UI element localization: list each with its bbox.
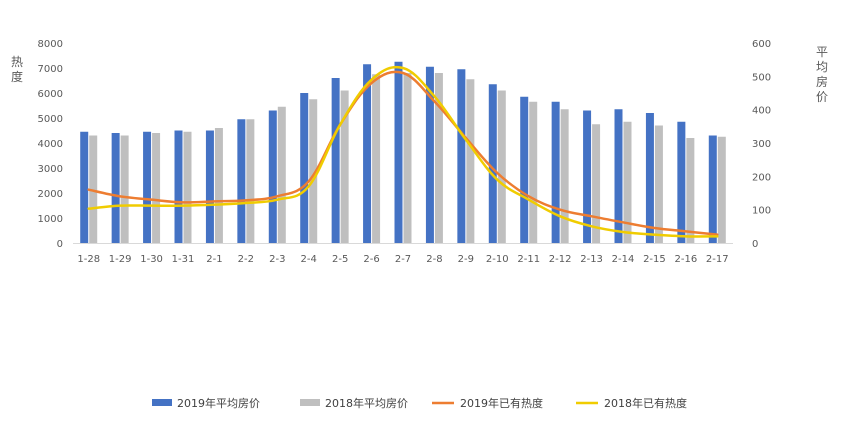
bar-2018 (246, 119, 255, 243)
bar-2019 (708, 135, 717, 243)
right-tick-label: 300 (752, 139, 771, 150)
lines (87, 65, 719, 238)
bar-2018 (592, 124, 601, 243)
right-tick-label: 100 (752, 206, 771, 217)
left-axis-ticks: 0 1000 2000 3000 4000 5000 6000 7000 8000 (38, 39, 63, 250)
bar-2019 (677, 121, 686, 243)
bar-2018 (466, 79, 475, 243)
bar-2018 (120, 135, 129, 243)
x-tick-label: 2-7 (395, 254, 411, 265)
left-tick-label: 4000 (38, 139, 63, 150)
x-tick-label: 2-5 (332, 254, 348, 265)
bar-2019 (80, 131, 89, 243)
axis-title-text: 热度 (11, 55, 23, 84)
x-tick-label: 2-4 (301, 254, 317, 265)
x-tick-label: 2-16 (675, 254, 698, 265)
left-tick-label: 2000 (38, 189, 63, 200)
legend-label: 2019年已有热度 (460, 396, 543, 410)
bar-2018 (403, 73, 412, 243)
line-2018-heat (87, 65, 719, 238)
x-tick-label: 1-30 (140, 254, 163, 265)
left-tick-label: 8000 (38, 39, 63, 50)
bar-2018 (183, 131, 192, 243)
legend: 2019年平均房价 2018年平均房价 2019年已有热度 2018年已有热度 (152, 396, 687, 410)
x-tick-label: 2-14 (612, 254, 635, 265)
right-tick-label: 500 (752, 72, 771, 83)
bar-2019 (457, 69, 466, 243)
bar-2018 (372, 74, 381, 243)
x-tick-label: 1-29 (109, 254, 132, 265)
bar-2019 (143, 131, 152, 243)
legend-label: 2018年平均房价 (325, 396, 408, 410)
left-tick-label: 6000 (38, 89, 63, 100)
bar-2018 (623, 121, 632, 243)
axis-title-text: 平均房价 (816, 45, 828, 104)
legend-label: 2019年平均房价 (177, 396, 260, 410)
x-tick-label: 1-31 (172, 254, 195, 265)
x-axis-ticks: 1-28 1-29 1-30 1-31 2-1 2-2 2-3 2-4 2-5 2-6 2-7 2-8… (77, 254, 728, 265)
bar-2019 (268, 110, 277, 243)
bar-2019 (111, 133, 120, 243)
x-tick-label: 2-13 (580, 254, 603, 265)
bar-2018 (560, 109, 569, 243)
bar-2019 (425, 66, 434, 243)
left-tick-label: 0 (57, 239, 63, 250)
line-2019-heat (87, 70, 719, 236)
x-tick-label: 1-28 (77, 254, 100, 265)
bar-2019 (205, 130, 214, 243)
x-tick-label: 2-12 (549, 254, 572, 265)
right-tick-label: 400 (752, 106, 771, 117)
bar-2018 (686, 138, 695, 243)
bar-2019 (363, 64, 372, 243)
legend-swatch (300, 399, 320, 406)
left-tick-label: 7000 (38, 64, 63, 75)
x-tick-label: 2-8 (426, 254, 442, 265)
right-tick-label: 200 (752, 172, 771, 183)
bar-2019 (300, 93, 309, 243)
bar-2018 (434, 73, 443, 243)
bar-2018 (340, 90, 349, 243)
x-tick-label: 2-15 (643, 254, 666, 265)
bar-2019 (614, 109, 623, 243)
left-tick-label: 3000 (38, 164, 63, 175)
bar-2018 (654, 125, 663, 243)
bar-2018 (717, 136, 726, 243)
bar-2019 (488, 84, 497, 243)
bar-2018 (89, 135, 98, 243)
bar-2019 (394, 61, 403, 243)
right-axis-title: 平均房价 (816, 45, 828, 104)
x-tick-label: 2-6 (363, 254, 379, 265)
bar-2019 (174, 130, 183, 243)
bar-2018 (152, 133, 161, 243)
bars (80, 61, 726, 243)
x-tick-label: 2-9 (458, 254, 474, 265)
x-tick-label: 2-17 (706, 254, 729, 265)
x-tick-label: 2-10 (486, 254, 509, 265)
bar-2019 (645, 113, 654, 243)
right-tick-label: 600 (752, 39, 771, 50)
left-tick-label: 1000 (38, 214, 63, 225)
right-axis-ticks: 0 100 200 300 400 500 600 (752, 39, 771, 250)
bar-2019 (583, 110, 592, 243)
bar-2018 (529, 101, 538, 243)
x-tick-label: 2-11 (517, 254, 540, 265)
bar-2018 (214, 128, 223, 243)
left-tick-label: 5000 (38, 114, 63, 125)
bar-2019 (520, 96, 529, 243)
bar-2018 (497, 90, 506, 243)
bar-2019 (551, 101, 560, 243)
left-axis-title: 热度 (11, 55, 23, 84)
legend-swatch (152, 399, 172, 406)
bar-2018 (277, 106, 286, 243)
x-tick-label: 2-1 (206, 254, 222, 265)
x-tick-label: 2-2 (238, 254, 254, 265)
bar-2019 (237, 119, 246, 243)
right-tick-label: 0 (752, 239, 758, 250)
bar-2019 (331, 78, 340, 243)
x-tick-label: 2-3 (269, 254, 285, 265)
bar-2018 (309, 99, 318, 243)
legend-label: 2018年已有热度 (604, 396, 687, 410)
